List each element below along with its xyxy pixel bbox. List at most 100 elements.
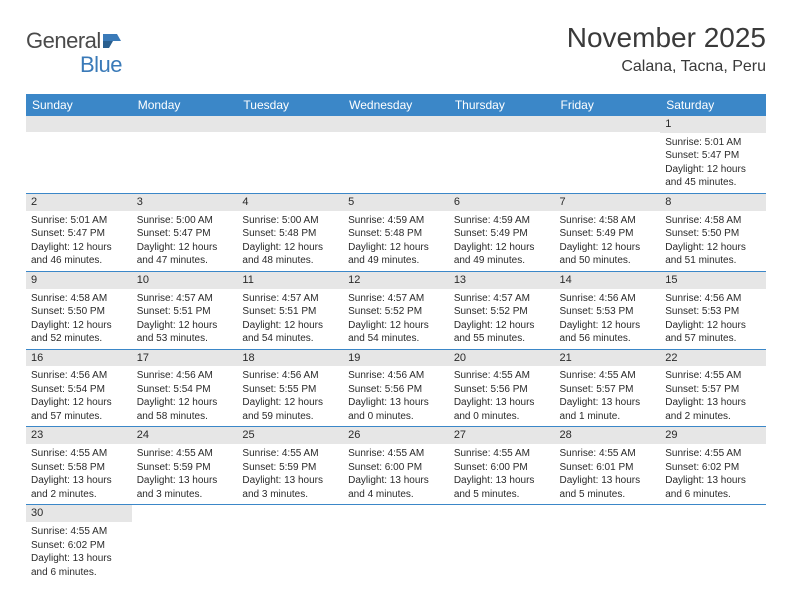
calendar-cell: 28Sunrise: 4:55 AMSunset: 6:01 PMDayligh… <box>555 427 661 505</box>
sunrise-line: Sunrise: 4:56 AM <box>31 369 127 383</box>
calendar-body: 1Sunrise: 5:01 AMSunset: 5:47 PMDaylight… <box>26 116 766 582</box>
sunrise-line: Sunrise: 4:56 AM <box>242 369 338 383</box>
weekday-header: Monday <box>132 94 238 116</box>
calendar-cell: 27Sunrise: 4:55 AMSunset: 6:00 PMDayligh… <box>449 427 555 505</box>
sunrise-line: Sunrise: 4:55 AM <box>348 447 444 461</box>
empty-daynum-bar <box>26 116 132 132</box>
calendar-cell: 5Sunrise: 4:59 AMSunset: 5:48 PMDaylight… <box>343 193 449 271</box>
daylight-line: Daylight: 12 hours and 58 minutes. <box>137 396 233 423</box>
day-details: Sunrise: 4:56 AMSunset: 5:53 PMDaylight:… <box>660 290 766 349</box>
calendar-cell: 19Sunrise: 4:56 AMSunset: 5:56 PMDayligh… <box>343 349 449 427</box>
sunset-line: Sunset: 5:50 PM <box>31 305 127 319</box>
day-number: 16 <box>26 350 132 367</box>
day-details: Sunrise: 4:55 AMSunset: 5:57 PMDaylight:… <box>660 367 766 426</box>
daylight-line: Daylight: 12 hours and 49 minutes. <box>348 241 444 268</box>
daylight-line: Daylight: 12 hours and 48 minutes. <box>242 241 338 268</box>
calendar-cell: 16Sunrise: 4:56 AMSunset: 5:54 PMDayligh… <box>26 349 132 427</box>
header: General November 2025 Calana, Tacna, Per… <box>26 22 766 76</box>
day-number: 23 <box>26 427 132 444</box>
day-number: 18 <box>237 350 343 367</box>
day-details: Sunrise: 4:57 AMSunset: 5:51 PMDaylight:… <box>237 290 343 349</box>
sunrise-line: Sunrise: 4:55 AM <box>560 447 656 461</box>
calendar-cell: 23Sunrise: 4:55 AMSunset: 5:58 PMDayligh… <box>26 427 132 505</box>
calendar-page: General November 2025 Calana, Tacna, Per… <box>0 0 792 604</box>
daylight-line: Daylight: 12 hours and 53 minutes. <box>137 319 233 346</box>
calendar-cell: 2Sunrise: 5:01 AMSunset: 5:47 PMDaylight… <box>26 193 132 271</box>
sunset-line: Sunset: 5:49 PM <box>560 227 656 241</box>
sunset-line: Sunset: 5:47 PM <box>31 227 127 241</box>
sunset-line: Sunset: 5:49 PM <box>454 227 550 241</box>
daylight-line: Daylight: 12 hours and 55 minutes. <box>454 319 550 346</box>
calendar-cell <box>132 116 238 193</box>
calendar-cell: 26Sunrise: 4:55 AMSunset: 6:00 PMDayligh… <box>343 427 449 505</box>
daylight-line: Daylight: 12 hours and 50 minutes. <box>560 241 656 268</box>
sunset-line: Sunset: 5:52 PM <box>348 305 444 319</box>
sunset-line: Sunset: 5:53 PM <box>665 305 761 319</box>
sunrise-line: Sunrise: 4:56 AM <box>348 369 444 383</box>
day-number: 29 <box>660 427 766 444</box>
logo-sub: Blue <box>26 52 122 78</box>
sunrise-line: Sunrise: 4:55 AM <box>454 447 550 461</box>
empty-daynum-bar <box>343 116 449 132</box>
daylight-line: Daylight: 13 hours and 3 minutes. <box>137 474 233 501</box>
sunrise-line: Sunrise: 4:57 AM <box>348 292 444 306</box>
daylight-line: Daylight: 13 hours and 0 minutes. <box>348 396 444 423</box>
daylight-line: Daylight: 12 hours and 49 minutes. <box>454 241 550 268</box>
calendar-cell <box>132 505 238 582</box>
day-number: 17 <box>132 350 238 367</box>
sunrise-line: Sunrise: 4:55 AM <box>137 447 233 461</box>
calendar-cell <box>343 116 449 193</box>
sunrise-line: Sunrise: 4:56 AM <box>560 292 656 306</box>
location: Calana, Tacna, Peru <box>567 58 766 76</box>
day-details: Sunrise: 4:59 AMSunset: 5:49 PMDaylight:… <box>449 212 555 271</box>
sunrise-line: Sunrise: 5:01 AM <box>665 136 761 150</box>
calendar-cell: 22Sunrise: 4:55 AMSunset: 5:57 PMDayligh… <box>660 349 766 427</box>
day-details: Sunrise: 4:57 AMSunset: 5:52 PMDaylight:… <box>449 290 555 349</box>
sunset-line: Sunset: 5:59 PM <box>242 461 338 475</box>
sunrise-line: Sunrise: 5:00 AM <box>242 214 338 228</box>
day-details: Sunrise: 4:58 AMSunset: 5:49 PMDaylight:… <box>555 212 661 271</box>
calendar-cell: 25Sunrise: 4:55 AMSunset: 5:59 PMDayligh… <box>237 427 343 505</box>
day-details: Sunrise: 4:58 AMSunset: 5:50 PMDaylight:… <box>26 290 132 349</box>
sunset-line: Sunset: 5:54 PM <box>137 383 233 397</box>
calendar-cell: 24Sunrise: 4:55 AMSunset: 5:59 PMDayligh… <box>132 427 238 505</box>
empty-daynum-bar <box>132 116 238 132</box>
day-number: 11 <box>237 272 343 289</box>
sunset-line: Sunset: 5:50 PM <box>665 227 761 241</box>
sunrise-line: Sunrise: 4:58 AM <box>665 214 761 228</box>
sunset-line: Sunset: 5:48 PM <box>242 227 338 241</box>
day-details: Sunrise: 4:55 AMSunset: 6:02 PMDaylight:… <box>26 523 132 582</box>
daylight-line: Daylight: 13 hours and 3 minutes. <box>242 474 338 501</box>
daylight-line: Daylight: 12 hours and 57 minutes. <box>31 396 127 423</box>
day-number: 12 <box>343 272 449 289</box>
daylight-line: Daylight: 12 hours and 46 minutes. <box>31 241 127 268</box>
day-number: 13 <box>449 272 555 289</box>
empty-daynum-bar <box>449 116 555 132</box>
calendar-cell <box>660 505 766 582</box>
daylight-line: Daylight: 13 hours and 6 minutes. <box>31 552 127 579</box>
day-details: Sunrise: 5:01 AMSunset: 5:47 PMDaylight:… <box>26 212 132 271</box>
sunrise-line: Sunrise: 4:55 AM <box>665 369 761 383</box>
daylight-line: Daylight: 12 hours and 47 minutes. <box>137 241 233 268</box>
day-details: Sunrise: 4:55 AMSunset: 5:56 PMDaylight:… <box>449 367 555 426</box>
day-details: Sunrise: 4:59 AMSunset: 5:48 PMDaylight:… <box>343 212 449 271</box>
day-number: 30 <box>26 505 132 522</box>
calendar-cell: 3Sunrise: 5:00 AMSunset: 5:47 PMDaylight… <box>132 193 238 271</box>
calendar-cell: 15Sunrise: 4:56 AMSunset: 5:53 PMDayligh… <box>660 271 766 349</box>
calendar-cell <box>449 505 555 582</box>
weekday-header-row: Sunday Monday Tuesday Wednesday Thursday… <box>26 94 766 116</box>
day-number: 8 <box>660 194 766 211</box>
weekday-header: Wednesday <box>343 94 449 116</box>
sunset-line: Sunset: 5:51 PM <box>242 305 338 319</box>
sunset-line: Sunset: 5:48 PM <box>348 227 444 241</box>
daylight-line: Daylight: 13 hours and 2 minutes. <box>665 396 761 423</box>
sunrise-line: Sunrise: 4:59 AM <box>348 214 444 228</box>
calendar-cell: 10Sunrise: 4:57 AMSunset: 5:51 PMDayligh… <box>132 271 238 349</box>
title-block: November 2025 Calana, Tacna, Peru <box>567 22 766 76</box>
day-details: Sunrise: 4:55 AMSunset: 6:00 PMDaylight:… <box>449 445 555 504</box>
daylight-line: Daylight: 13 hours and 1 minute. <box>560 396 656 423</box>
day-number: 25 <box>237 427 343 444</box>
day-details: Sunrise: 4:56 AMSunset: 5:53 PMDaylight:… <box>555 290 661 349</box>
calendar-cell <box>26 116 132 193</box>
daylight-line: Daylight: 12 hours and 57 minutes. <box>665 319 761 346</box>
